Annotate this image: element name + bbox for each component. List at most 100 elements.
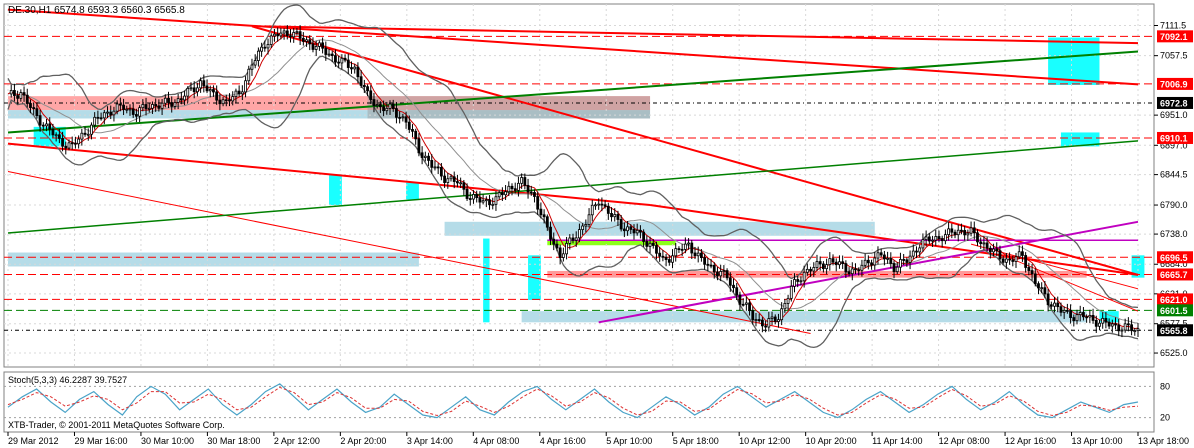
candle-body [118,103,122,106]
candle-body [282,30,286,34]
candle-body [151,104,154,109]
candle-body [314,46,318,50]
candle-body [725,270,729,279]
candle-body [1126,323,1130,326]
zone-rect [650,221,875,236]
candle-body [285,30,289,37]
candle-body [77,138,81,145]
candle-body [295,31,299,34]
candle-body [1094,320,1098,327]
candle-body [1027,267,1031,271]
candle-body [144,104,148,110]
candle-body [70,142,74,145]
candle-body [857,269,861,272]
zone-rect [521,311,1087,323]
candle-body [414,130,418,140]
candle-body [629,226,633,230]
candle-body [526,184,530,193]
candle-body [847,271,851,275]
candle-body [655,245,658,254]
candle-body [520,177,524,184]
zone-rect [1060,132,1100,147]
candle-body [584,224,588,227]
candle-body [346,59,350,68]
zone-rect [33,126,66,147]
candle-body [475,194,479,199]
candle-body [141,104,145,109]
candle-body [1085,316,1089,319]
stoch-level-label: 80 [1160,381,1170,391]
candle-body [709,264,713,267]
candle-body [240,91,244,95]
candle-body [1114,323,1117,326]
price-label-text: 6565.8 [1160,326,1188,336]
candle-body [54,134,58,137]
candle-body [1043,287,1047,295]
candle-body [189,87,193,90]
time-axis: 29 Mar 2012 29 Mar 16:00 30 Mar 10:00 30 Ma… [7,432,1189,446]
candle-body [388,103,392,109]
candle-body [13,90,16,96]
candle-body [899,259,902,268]
zone-rect [547,239,676,246]
price-label-box [1157,131,1193,144]
candle-body [443,175,446,183]
candle-body [818,261,822,265]
candle-body [38,115,42,126]
candle-body [330,53,334,56]
candle-body [934,236,938,241]
candle-body [228,99,231,102]
candle-body [19,92,23,99]
candle-body [937,236,941,239]
candle-body [404,116,408,123]
candle-body [940,238,944,242]
candle-body [1062,309,1066,313]
zone-rect [1099,311,1119,323]
candle-body [9,90,13,95]
candle-body [269,35,273,45]
candle-body [1008,258,1011,261]
bollinger-upper [7,4,1139,309]
candle-body [395,108,398,118]
candle-body [738,294,742,305]
candle-body [773,316,777,322]
candle-body [279,32,283,37]
candle-body [671,255,674,263]
time-tick-label: 10 Apr 20:00 [806,436,857,446]
candle-body [555,243,559,249]
candle-body [1069,309,1072,318]
candle-body [183,95,186,101]
candle-body [128,108,132,111]
candle-body [558,247,562,258]
candle-body [757,319,761,321]
candle-body [995,248,999,252]
candle-body [879,252,883,256]
candle-body [927,236,931,242]
zone-rect [483,238,490,323]
trend-line [7,50,1139,134]
candle-body [289,35,292,38]
candle-body [179,98,183,101]
time-tick-label: 2 Apr 20:00 [340,436,386,446]
stoch-signal-line [7,386,1139,417]
candle-body [549,226,552,240]
candle-body [600,203,604,206]
candle-body [1117,324,1121,332]
candle-body [199,80,203,89]
candle-body [154,104,158,107]
candle-body [741,303,745,306]
candle-body [1011,259,1015,262]
time-tick-label: 2 Apr 12:00 [274,436,320,446]
candle-body [417,138,421,154]
candle-body [802,271,806,282]
candle-body [956,229,960,236]
price-tick-label: 6951.0 [1160,110,1188,120]
candle-body [80,132,84,140]
candle-body [462,182,466,190]
candle-body [260,46,264,52]
time-tick-label: 13 Apr 18:00 [1138,436,1189,446]
candle-body [504,191,507,196]
candle-body [931,239,934,242]
candle-body [208,89,212,92]
candle-body [131,108,135,115]
